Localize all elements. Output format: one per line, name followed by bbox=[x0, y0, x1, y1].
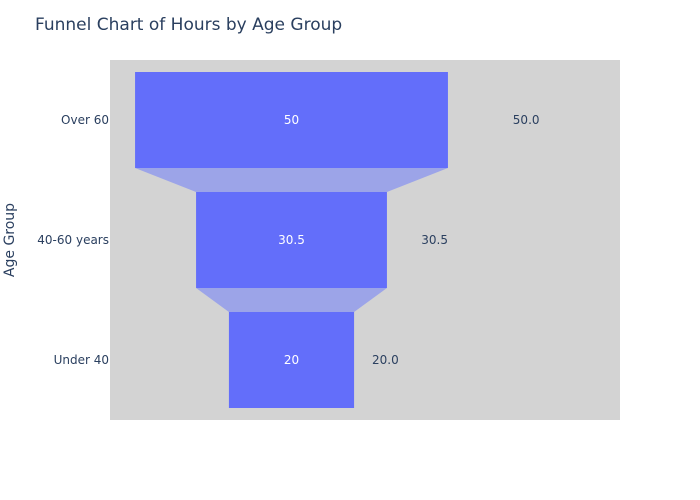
funnel-bars bbox=[135, 72, 448, 408]
funnel-labels: 50 50.0 Over 60 30.5 30.5 40-60 years 20 20.0 Un… bbox=[37, 113, 539, 367]
y-tick-label: Over 60 bbox=[61, 113, 109, 127]
bar-value-label: 30.5 bbox=[278, 233, 305, 247]
funnel-connector bbox=[196, 288, 387, 312]
funnel-connector bbox=[135, 168, 448, 192]
bar-value-label: 20 bbox=[284, 353, 299, 367]
bar-outside-label: 30.5 bbox=[421, 233, 448, 247]
funnel-bar-over-60 bbox=[135, 72, 448, 168]
funnel-bar-under-40 bbox=[228, 312, 355, 408]
y-tick-label: 40-60 years bbox=[37, 233, 109, 247]
funnel-connectors bbox=[135, 168, 448, 312]
funnel-bar-40-60-years bbox=[196, 192, 387, 288]
chart-title: Funnel Chart of Hours by Age Group bbox=[35, 15, 342, 35]
bar-value-label: 50 bbox=[284, 113, 299, 127]
y-axis-label: Age Group bbox=[2, 203, 18, 277]
bar-outside-label: 50.0 bbox=[513, 113, 540, 127]
bar-outside-label: 20.0 bbox=[372, 353, 399, 367]
y-tick-label: Under 40 bbox=[54, 353, 109, 367]
